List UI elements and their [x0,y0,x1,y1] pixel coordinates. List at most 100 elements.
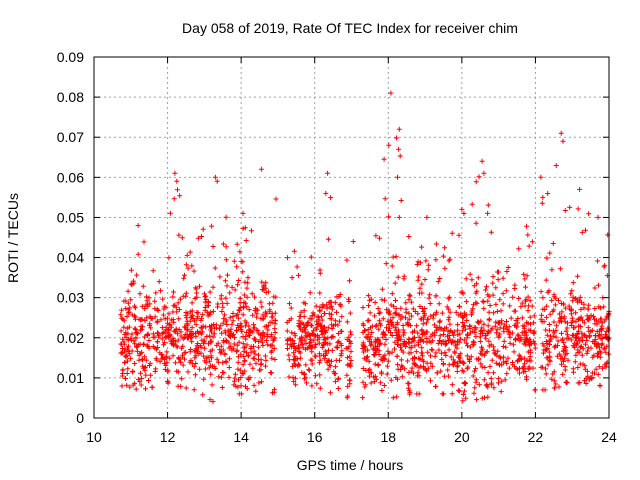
data-point [147,363,152,368]
data-point [395,362,401,368]
data-point [209,329,214,335]
data-point [166,255,172,261]
data-point [176,356,182,362]
data-point [453,309,459,315]
data-point [238,327,244,332]
data-point [510,342,516,348]
data-point [141,239,147,245]
data-point [400,332,406,338]
data-point [560,138,566,144]
data-point [206,365,212,371]
data-point [368,380,374,386]
data-point [313,303,319,309]
data-point [432,332,438,338]
data-point [269,311,275,317]
data-point [598,316,604,322]
data-point [526,243,532,249]
data-point [317,270,323,276]
data-point [591,313,596,319]
data-point [301,325,307,330]
data-point [134,330,140,336]
data-point [400,323,406,328]
data-point [546,288,552,294]
data-point [133,386,139,392]
data-point [144,332,150,338]
data-point [146,338,152,343]
data-point [225,272,230,278]
data-point [416,342,421,348]
data-point [218,343,224,349]
data-point [448,328,454,334]
data-point [360,395,366,401]
data-point [550,371,556,377]
data-point [204,309,210,315]
data-point [415,311,421,317]
data-point [152,298,158,304]
data-point [185,265,191,271]
data-point [180,336,186,342]
data-point [486,338,492,344]
data-point [251,356,257,362]
data-point [239,391,245,397]
data-point [317,290,323,296]
data-point [554,323,560,329]
data-point [318,313,324,319]
data-point [418,337,424,343]
data-point [543,314,549,320]
data-point [516,357,522,363]
data-point [469,277,475,283]
data-point [474,300,480,306]
data-point [382,196,388,202]
data-point [299,342,305,348]
data-point [593,333,599,339]
data-point [460,392,466,397]
data-point [438,368,444,374]
data-point [495,376,501,382]
data-point [229,347,235,353]
data-point [446,314,452,320]
data-point [202,345,208,351]
data-point [550,241,556,246]
data-point [391,303,397,309]
data-point [548,336,554,342]
data-point [256,352,261,358]
data-point [226,345,232,351]
data-point [159,336,165,342]
data-point [447,321,453,327]
data-point [575,206,581,212]
data-point [532,387,538,393]
data-point [538,289,544,295]
y-tick-label: 0.06 [57,169,84,185]
data-point [381,156,387,162]
data-point [214,178,220,184]
data-point [596,345,602,351]
data-point [319,305,325,311]
data-point [167,333,173,339]
data-point [152,306,158,312]
data-point [236,307,242,313]
data-point [222,278,228,284]
data-point [125,366,131,372]
data-point [591,339,597,344]
data-point [252,336,258,342]
data-point [157,359,163,365]
data-point [443,341,449,347]
data-point [248,328,254,334]
data-point [256,357,261,363]
data-point [440,361,446,367]
data-point [230,318,236,324]
data-point [377,340,383,346]
data-point [247,333,252,339]
data-point [456,387,462,393]
data-point [375,362,381,367]
data-point [412,343,418,349]
data-point [531,320,537,326]
data-point [210,399,216,405]
data-point [559,330,564,336]
data-point [463,395,469,401]
data-point [515,366,521,372]
data-point [238,383,244,389]
data-point [506,331,512,337]
plot-frame [93,56,610,419]
data-point [182,272,187,278]
